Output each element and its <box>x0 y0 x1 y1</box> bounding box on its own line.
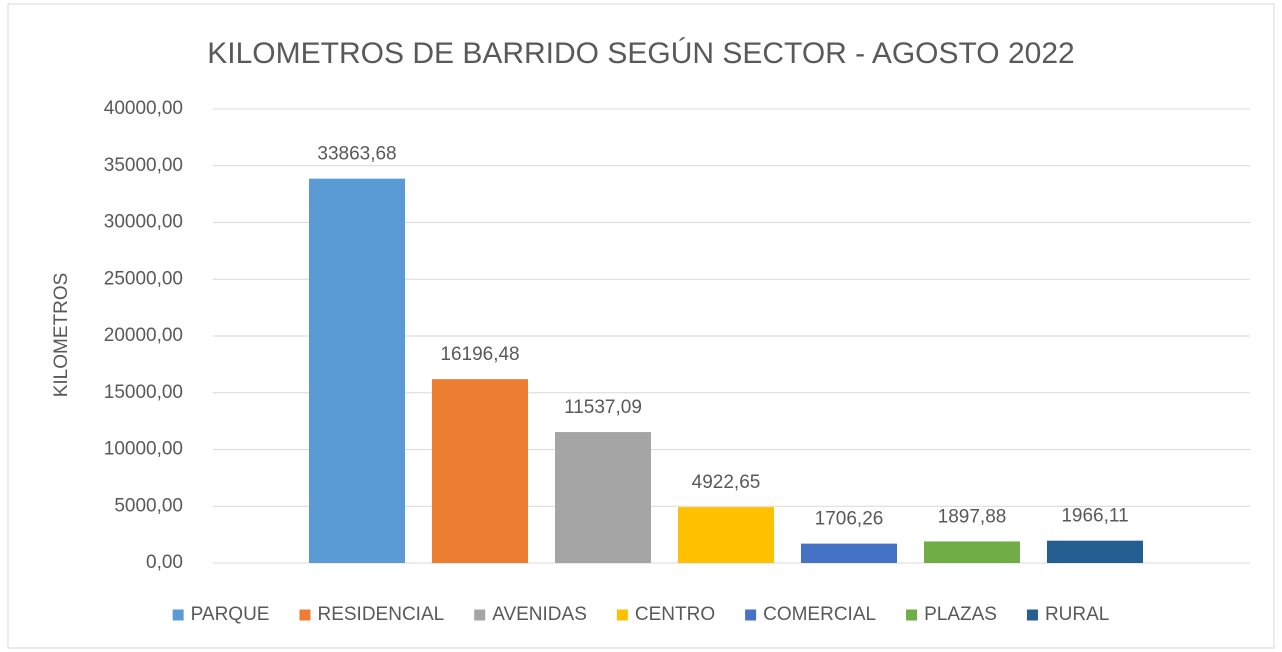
y-tick-label: 30000,00 <box>104 212 183 233</box>
data-label: 1966,11 <box>1061 506 1128 527</box>
y-tick-label: 40000,00 <box>104 98 183 119</box>
y-tick-label: 0,00 <box>146 552 183 573</box>
legend-label: COMERCIAL <box>763 604 876 625</box>
y-tick-label: 35000,00 <box>104 155 183 176</box>
bar <box>801 543 897 563</box>
legend-label: PLAZAS <box>924 604 997 625</box>
bar <box>309 178 405 564</box>
legend-swatch <box>1026 609 1038 621</box>
legend-label: CENTRO <box>635 604 715 625</box>
legend-label: AVENIDAS <box>492 604 587 625</box>
data-label: 16196,48 <box>440 344 519 365</box>
y-axis-label: KILOMETROS <box>51 273 72 398</box>
data-label: 1897,88 <box>938 506 1007 527</box>
legend-swatch <box>299 609 311 621</box>
y-tick-label: 5000,00 <box>114 495 183 516</box>
legend-label: PARQUE <box>191 604 270 625</box>
data-label: 33863,68 <box>317 144 396 165</box>
legend-label: RESIDENCIAL <box>317 604 444 625</box>
y-tick-label: 10000,00 <box>104 439 183 460</box>
bar <box>555 432 651 563</box>
bar <box>432 379 528 563</box>
y-tick-label: 25000,00 <box>104 268 183 289</box>
legend-swatch <box>616 609 628 621</box>
legend-swatch <box>474 609 486 621</box>
legend-swatch <box>172 609 184 621</box>
legend-swatch <box>906 609 918 621</box>
data-label: 4922,65 <box>692 472 761 493</box>
data-label: 11537,09 <box>564 397 642 418</box>
legend-swatch <box>745 609 757 621</box>
bar <box>1047 540 1143 563</box>
bar <box>924 541 1020 563</box>
legend-label: RURAL <box>1045 604 1109 625</box>
y-tick-label: 20000,00 <box>104 325 183 346</box>
chart-title: KILOMETROS DE BARRIDO SEGÚN SECTOR - AGO… <box>207 37 1074 70</box>
y-tick-label: 15000,00 <box>104 382 183 403</box>
data-label: 1706,26 <box>815 509 884 530</box>
bar <box>678 507 774 563</box>
